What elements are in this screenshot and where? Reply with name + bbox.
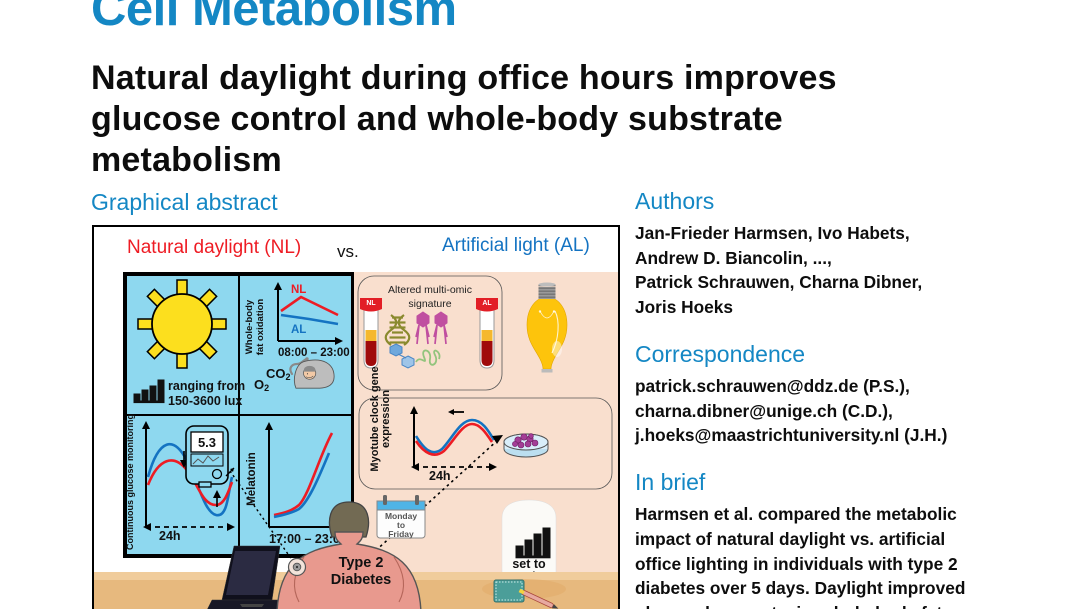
svg-text:24h: 24h [159,529,181,543]
svg-text:Diabetes: Diabetes [331,572,391,588]
svg-text:AL: AL [291,324,306,336]
svg-text:ranging from: ranging from [168,379,245,393]
svg-text:Continuous glucose monitoring: Continuous glucose monitoring [125,414,135,550]
svg-text:08:00 – 23:00: 08:00 – 23:00 [278,347,350,359]
svg-text:Friday: Friday [388,529,414,539]
svg-text:fat oxidation: fat oxidation [255,299,266,356]
svg-text:24h: 24h [429,469,451,483]
svg-text:Type 2: Type 2 [339,555,384,571]
svg-text:NL: NL [291,284,306,296]
svg-text:Altered multi-omic: Altered multi-omic [388,284,472,296]
svg-text:Artificial light (AL): Artificial light (AL) [442,235,590,256]
svg-text:signature: signature [408,298,451,310]
svg-text:expression: expression [380,390,392,448]
svg-text:NL: NL [366,300,376,307]
svg-text:set to: set to [512,557,546,571]
svg-text:Melatonin: Melatonin [246,452,258,506]
svg-text:Natural daylight (NL): Natural daylight (NL) [127,237,301,258]
svg-text:Whole-body: Whole-body [244,299,255,354]
svg-text:5.3: 5.3 [198,435,216,450]
svg-text:150-3600 lux: 150-3600 lux [168,394,242,408]
svg-text:vs.: vs. [337,242,359,261]
svg-text:AL: AL [482,300,492,307]
